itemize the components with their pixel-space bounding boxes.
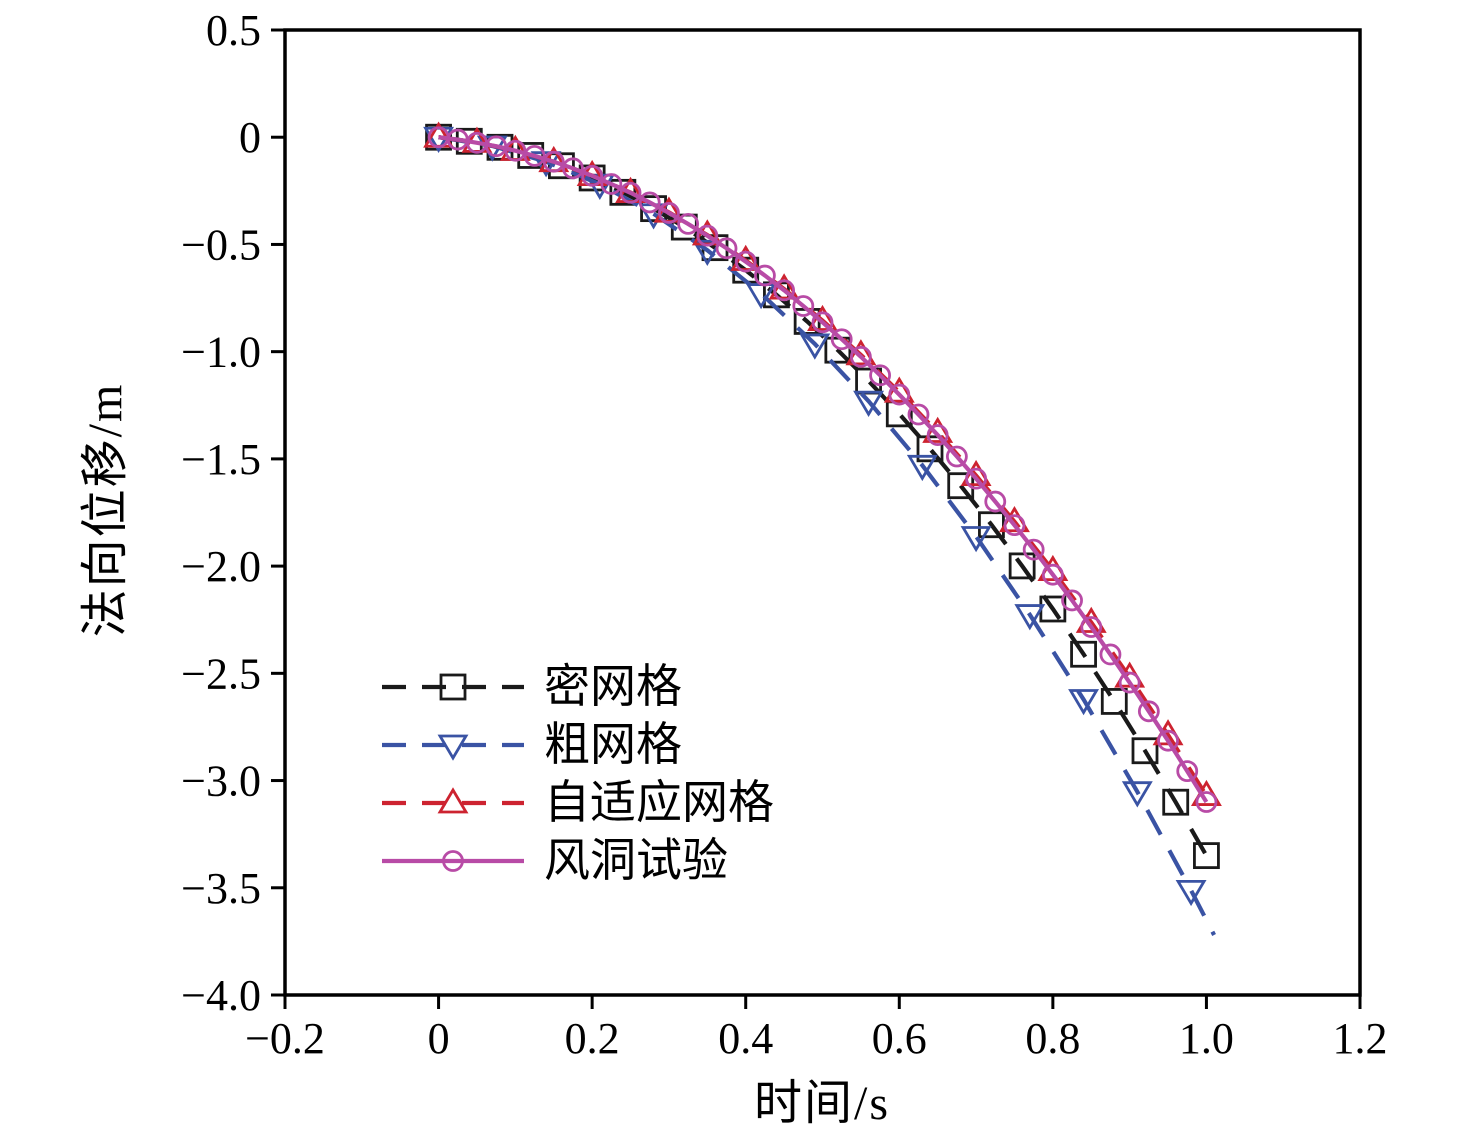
triangle-up-marker [437, 787, 469, 814]
circle-marker [581, 164, 604, 187]
square-marker [1008, 552, 1036, 580]
circle-marker [869, 364, 891, 387]
y-tick-label: −3.0 [181, 757, 261, 806]
legend-sample-adaptive-mesh [382, 787, 524, 814]
triangle-down-marker [1068, 689, 1100, 716]
series-3-line [438, 135, 1209, 804]
y-tick-label: −2.5 [181, 649, 261, 698]
circle-marker [1003, 514, 1026, 537]
x-tick-label: 0.2 [565, 1014, 620, 1063]
circle-marker [1176, 760, 1199, 783]
circle-marker [1022, 538, 1045, 561]
x-axis-ticks: −0.2 0 0.2 0.4 0.6 0.8 1.0 1.2 [245, 995, 1388, 1063]
triangle-down-marker [906, 454, 938, 482]
triangle-down-marker [853, 390, 885, 417]
triangle-down-marker [691, 239, 723, 266]
circle-marker [1099, 643, 1122, 666]
y-tick-label: −1.0 [181, 328, 261, 377]
legend-label-adaptive-mesh: 自适应网格 [544, 777, 774, 828]
circle-marker [442, 850, 464, 872]
square-marker [1100, 688, 1128, 715]
legend-item-adaptive-mesh: 自适应网格 [378, 774, 774, 832]
circle-marker [1137, 700, 1160, 723]
x-tick-label: 0.4 [718, 1014, 773, 1063]
circle-marker [600, 173, 623, 195]
circle-marker [1080, 616, 1103, 638]
circle-marker [1157, 729, 1179, 752]
circle-marker [1041, 563, 1064, 586]
triangle-down-marker [1175, 879, 1207, 907]
circle-marker [888, 383, 911, 406]
square-marker [548, 152, 575, 180]
series-3 [427, 126, 1218, 813]
triangle-down-marker [437, 734, 469, 761]
y-tick-label: −1.5 [181, 435, 261, 484]
series-1-line [438, 135, 1216, 936]
circle-marker [696, 224, 719, 247]
y-tick-label: 0 [239, 113, 261, 162]
circle-marker [926, 424, 949, 446]
legend-sample-coarse-mesh [382, 734, 524, 761]
square-marker [916, 435, 944, 463]
plot-frame [283, 28, 1362, 997]
circle-marker [734, 250, 757, 273]
y-tick-label: −3.5 [181, 864, 261, 913]
legend: 密网格 粗网格 自适应网格 风洞试验 [378, 658, 774, 890]
legend-sample-dense-mesh [382, 673, 524, 701]
x-tick-label: 0.6 [872, 1014, 927, 1063]
y-tick-label: 0.5 [206, 6, 261, 55]
circle-marker [830, 328, 853, 351]
circle-marker [1195, 791, 1218, 813]
triangle-down-marker [960, 526, 992, 553]
square-marker [1162, 788, 1190, 816]
circle-marker [849, 345, 872, 368]
square-marker [439, 673, 467, 701]
circle-marker [523, 144, 546, 167]
circle-marker [984, 490, 1007, 513]
x-tick-label: −0.2 [245, 1014, 325, 1063]
circle-marker [715, 237, 738, 260]
x-tick-label: 0.8 [1025, 1014, 1080, 1063]
circle-marker [504, 139, 527, 162]
legend-label-dense-mesh: 密网格 [544, 661, 682, 712]
triangle-down-marker [799, 333, 831, 360]
square-marker [1193, 842, 1220, 870]
legend-label-coarse-mesh: 粗网格 [544, 719, 682, 770]
circle-marker [562, 157, 584, 180]
circle-marker [965, 467, 987, 490]
square-marker [1131, 737, 1159, 765]
circle-marker [619, 181, 642, 204]
legend-sample-wind-tunnel-test [382, 850, 524, 872]
circle-marker [811, 311, 834, 334]
circle-marker [792, 295, 815, 317]
circle-marker [1118, 671, 1141, 694]
legend-item-coarse-mesh: 粗网格 [378, 716, 774, 774]
circle-marker [658, 202, 680, 224]
legend-item-dense-mesh: 密网格 [378, 658, 774, 716]
legend-label-wind-tunnel-test: 风洞试验 [544, 835, 728, 886]
circle-marker [638, 191, 661, 214]
x-tick-label: 0 [428, 1014, 450, 1063]
y-tick-label: −2.0 [181, 542, 261, 591]
x-tick-label: 1.2 [1333, 1014, 1388, 1063]
x-tick-label: 1.0 [1179, 1014, 1234, 1063]
legend-item-wind-tunnel-test: 风洞试验 [378, 832, 774, 890]
circle-marker [542, 150, 565, 173]
y-tick-label: −4.0 [181, 971, 261, 1020]
triangle-down-marker [1121, 781, 1153, 808]
triangle-down-marker [1014, 604, 1046, 631]
y-axis-ticks: 0.5 0 −0.5 −1.0 −1.5 −2.0 −2.5 −3.0 −3.5 −4.0 [181, 6, 285, 1020]
circle-marker [677, 212, 700, 235]
circle-marker [1061, 589, 1083, 612]
square-marker [1070, 640, 1097, 668]
circle-marker [773, 279, 796, 302]
y-axis-title: 法向位移/m [79, 382, 132, 638]
circle-marker [945, 445, 968, 468]
circle-marker [754, 264, 776, 287]
circle-marker [907, 403, 930, 426]
x-axis-title: 时间/s [753, 1077, 891, 1130]
y-tick-label: −0.5 [181, 220, 261, 269]
